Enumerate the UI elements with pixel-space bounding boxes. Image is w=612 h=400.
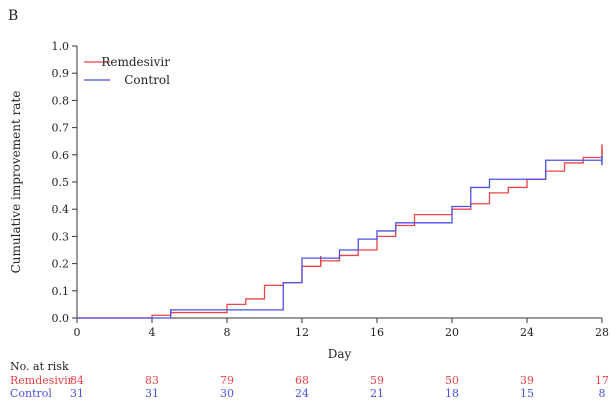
- risk-count: 21: [370, 387, 384, 400]
- risk-row-label: Control: [10, 387, 52, 400]
- y-tick-label: 0.7: [52, 122, 70, 135]
- axes: 0.0 0.1 0.2 0.3 0.4 0.5 0.6 0.7 0.8 0.9 1.0 0 4 8 12 16…: [52, 40, 610, 339]
- control-step-line: [77, 159, 602, 319]
- remdesivir-step-line: [77, 149, 603, 319]
- x-tick-label: 8: [224, 326, 231, 339]
- y-tick-label: 0.3: [52, 230, 70, 243]
- risk-count: 31: [70, 387, 84, 400]
- risk-count: 8: [599, 387, 606, 400]
- series-layer: [77, 144, 603, 319]
- risk-count: 30: [220, 387, 234, 400]
- risk-count: 83: [145, 374, 159, 387]
- y-tick-label: 0.6: [52, 149, 70, 162]
- risk-row-label: Remdesivir: [10, 374, 74, 387]
- y-tick-label: 0.2: [52, 258, 70, 271]
- y-tick-label: 0.5: [52, 176, 70, 189]
- risk-count: 24: [295, 387, 309, 400]
- x-axis-label: Day: [328, 347, 352, 361]
- legend: Remdesivir Control: [84, 55, 170, 87]
- x-tick-label: 4: [149, 326, 156, 339]
- control-legend-label: Control: [124, 73, 170, 87]
- risk-count: 59: [370, 374, 384, 387]
- x-tick-label: 28: [595, 326, 609, 339]
- panel-label: B: [8, 8, 18, 24]
- x-tick-label: 12: [295, 326, 309, 339]
- y-tick-label: 0.1: [52, 285, 70, 298]
- y-tick-label: 0.8: [52, 94, 70, 107]
- y-tick-label: 1.0: [52, 40, 70, 53]
- remdesivir-legend-label: Remdesivir: [101, 55, 170, 69]
- x-tick-label: 24: [520, 326, 534, 339]
- x-tick-label: 0: [74, 326, 81, 339]
- y-axis-label: Cumulative improvement rate: [9, 91, 23, 274]
- y-tick-label: 0.4: [52, 203, 70, 216]
- risk-count: 68: [295, 374, 309, 387]
- x-tick-label: 20: [445, 326, 459, 339]
- risk-count: 39: [520, 374, 534, 387]
- y-tick-label: 0.0: [52, 312, 70, 325]
- risk-count: 17: [595, 374, 609, 387]
- risk-table-heading: No. at risk: [10, 360, 69, 373]
- y-tick-label: 0.9: [52, 67, 70, 80]
- x-tick-label: 16: [370, 326, 384, 339]
- risk-count: 15: [520, 387, 534, 400]
- risk-count: 84: [70, 374, 84, 387]
- risk-count: 31: [145, 387, 159, 400]
- risk-count: 18: [445, 387, 459, 400]
- risk-count: 50: [445, 374, 459, 387]
- risk-count: 79: [220, 374, 234, 387]
